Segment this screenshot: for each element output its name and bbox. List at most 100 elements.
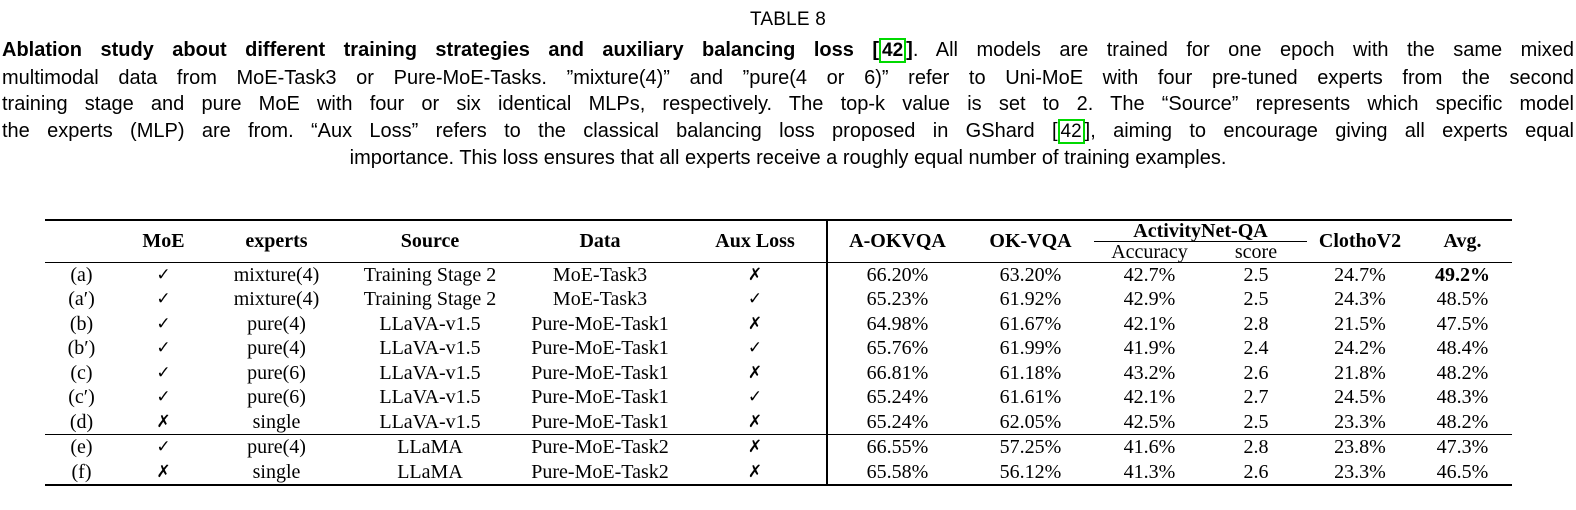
table-caption: Ablation study about different training …: [2, 37, 1574, 172]
col-header-aux-loss: Aux Loss: [684, 219, 827, 263]
cell-source: Training Stage 2: [363, 288, 497, 311]
cell-data: Pure-MoE-Task1: [531, 312, 669, 335]
cell-activitynet-accuracy: 41.6%: [1094, 434, 1205, 460]
cell-row-label: (a′): [68, 288, 95, 311]
cell-ok-vqa: 61.99%: [999, 337, 1062, 360]
table-body: (a) ✓ mixture(4) Training Stage 2 MoE-Ta…: [45, 262, 1512, 486]
col-header-experts: experts: [209, 219, 344, 263]
cell-source: LLaVA-v1.5: [379, 312, 481, 335]
cell-ok-vqa: 62.05%: [999, 410, 1062, 433]
aux-loss-mark: ✗: [747, 411, 763, 432]
cell-data: Pure-MoE-Task1: [531, 410, 669, 433]
cell-ok-vqa: 57.25%: [967, 434, 1094, 460]
cell-ok-vqa: 61.92%: [999, 288, 1062, 311]
caption-text-segment: importance. This loss ensures that all e…: [349, 147, 1227, 170]
cell-activitynet-accuracy: 42.1%: [1123, 312, 1176, 335]
cell-clothov2: 21.5%: [1334, 312, 1386, 335]
caption-line: the experts (MLP) are from. “Aux Loss” r…: [2, 118, 1574, 146]
cell-data: Pure-MoE-Task2: [516, 434, 684, 460]
cell-ok-vqa: 61.67%: [999, 312, 1062, 335]
caption-text-segment: the experts (MLP) are from. “Aux Loss” r…: [2, 119, 1052, 142]
cell-data: MoE-Task3: [552, 263, 648, 286]
table-number-title: TABLE 8: [749, 9, 827, 30]
col-header-ok-vqa: OK-VQA: [967, 219, 1094, 263]
caption-text-segment: training stage and pure MoE with four or…: [2, 93, 1574, 116]
cell-activitynet-score: 2.8: [1243, 312, 1269, 335]
cell-experts: mixture(4): [233, 288, 320, 311]
cell-a-okvqa: 66.81%: [826, 360, 967, 386]
table-row: (a) ✓ mixture(4) Training Stage 2 MoE-Ta…: [45, 262, 1512, 288]
cell-experts: single: [252, 410, 301, 433]
cell-activitynet-score: 2.7: [1243, 386, 1269, 409]
cell-experts: pure(4): [247, 312, 306, 335]
cell-ok-vqa: 63.20%: [999, 263, 1062, 286]
aux-loss-mark: ✓: [747, 387, 763, 408]
col-header-avg: Avg.: [1413, 219, 1512, 263]
moe-mark: ✓: [156, 313, 171, 334]
cell-experts: pure(4): [209, 434, 344, 460]
cell-a-okvqa: 65.24%: [826, 385, 967, 410]
cell-activitynet-accuracy: 42.9%: [1123, 288, 1176, 311]
aux-loss-mark: ✗: [747, 313, 763, 334]
cell-data: Pure-MoE-Task1: [531, 386, 669, 409]
cell-source: LLaMA: [397, 460, 463, 483]
cell-clothov2: 24.5%: [1334, 386, 1386, 409]
cell-source: LLaVA-v1.5: [379, 386, 481, 409]
cell-row-label: (b): [69, 312, 94, 335]
col-group-activitynet-qa: ActivityNet-QA: [1094, 219, 1307, 242]
cell-row-label: (a): [70, 263, 93, 286]
cell-activitynet-score: 2.6: [1243, 460, 1269, 483]
cell-avg: 48.2%: [1436, 410, 1489, 433]
moe-mark: ✓: [156, 264, 171, 285]
col-subheader-score: score: [1205, 241, 1307, 263]
table-row: (e) ✓ pure(4) LLaMA Pure-MoE-Task2 ✗ 66.…: [45, 434, 1512, 460]
cell-activitynet-score: 2.4: [1243, 337, 1269, 360]
cell-row-label: (e): [45, 434, 118, 460]
cell-a-okvqa: 65.76%: [826, 336, 967, 361]
cell-activitynet-accuracy: 41.9%: [1123, 337, 1176, 360]
citation-ref-link[interactable]: 42: [1057, 118, 1085, 144]
cell-a-okvqa: 66.55%: [826, 434, 967, 460]
cell-activitynet-accuracy: 42.5%: [1123, 410, 1176, 433]
cell-clothov2: 24.7%: [1334, 263, 1386, 286]
cell-source: Training Stage 2: [363, 263, 497, 286]
cell-source: LLaMA: [344, 434, 516, 460]
cell-ok-vqa: 61.18%: [999, 361, 1062, 384]
cell-clothov2: 23.3%: [1334, 460, 1386, 483]
moe-mark: ✓: [156, 338, 171, 359]
cell-avg: 48.4%: [1436, 337, 1489, 360]
cell-activitynet-accuracy: 41.3%: [1123, 460, 1176, 483]
cell-a-okvqa: 64.98%: [826, 311, 967, 337]
cell-activitynet-score: 2.5: [1243, 263, 1269, 286]
caption-text-segment: , aiming to encourage giving all experts…: [1090, 119, 1575, 142]
moe-mark: ✓: [156, 387, 171, 408]
cell-data: MoE-Task3: [552, 288, 648, 311]
cell-avg: 48.5%: [1436, 288, 1489, 311]
cell-clothov2: 24.3%: [1334, 288, 1386, 311]
cell-activitynet-accuracy: 43.2%: [1123, 361, 1176, 384]
caption-line: Ablation study about different training …: [2, 37, 1574, 65]
col-header-row-label: [45, 219, 118, 263]
moe-mark: ✓: [156, 289, 171, 310]
aux-loss-mark: ✗: [747, 362, 763, 383]
cell-avg: 48.2%: [1436, 361, 1489, 384]
cell-row-label: (f): [71, 460, 92, 483]
cell-experts: pure(6): [247, 386, 306, 409]
citation-ref-link[interactable]: 42: [879, 38, 907, 63]
cell-a-okvqa: 65.23%: [826, 287, 967, 312]
cell-experts: pure(4): [247, 337, 306, 360]
cell-source: LLaVA-v1.5: [379, 361, 481, 384]
table-row: (d) ✗ single LLaVA-v1.5 Pure-MoE-Task1 ✗…: [45, 409, 1512, 435]
cell-source: LLaVA-v1.5: [379, 337, 481, 360]
cell-activitynet-score: 2.5: [1243, 410, 1269, 433]
cell-experts: single: [252, 460, 301, 483]
cell-source: LLaVA-v1.5: [379, 410, 481, 433]
cell-avg: 49.2%: [1435, 263, 1490, 286]
col-subheader-accuracy: Accuracy: [1094, 241, 1205, 263]
col-header-data: Data: [516, 219, 684, 263]
cell-a-okvqa: 65.58%: [826, 459, 967, 486]
table-row: (b) ✓ pure(4) LLaVA-v1.5 Pure-MoE-Task1 …: [45, 311, 1512, 337]
cell-activitynet-score: 2.5: [1243, 288, 1269, 311]
cell-data: Pure-MoE-Task2: [531, 460, 669, 483]
